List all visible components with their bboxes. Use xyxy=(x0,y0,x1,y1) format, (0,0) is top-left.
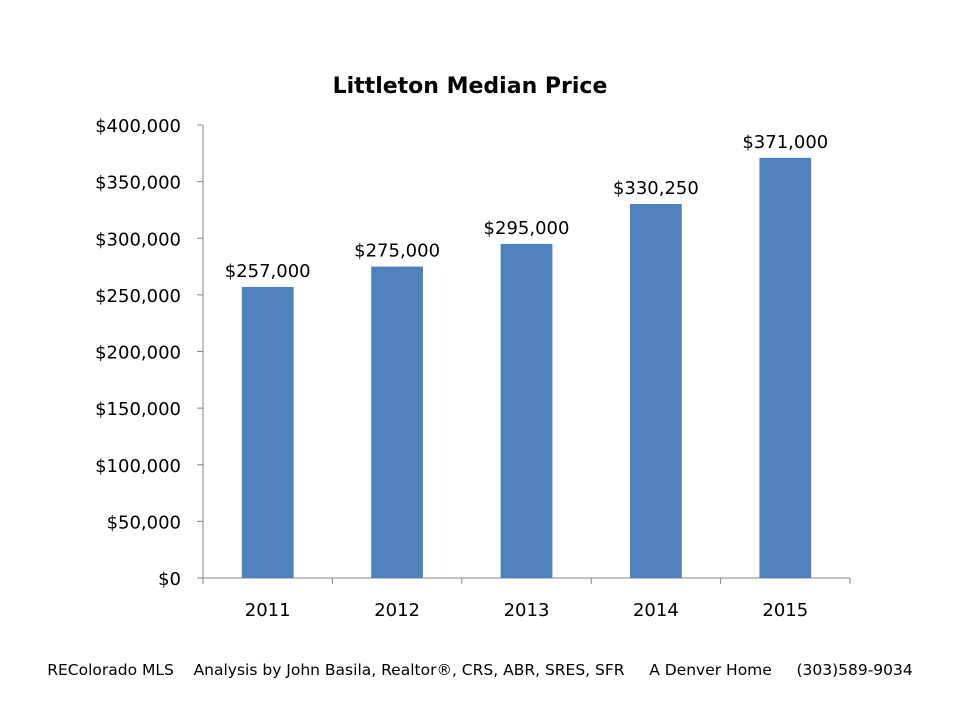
y-tick-label: $350,000 xyxy=(95,173,181,194)
bar-chart: Littleton Median Price $0 $50,000 $100,000… xyxy=(95,74,851,621)
data-label: $257,000 xyxy=(225,261,311,282)
bars xyxy=(241,157,812,578)
bar-2012 xyxy=(371,266,423,578)
x-tick-label: 2014 xyxy=(633,600,679,621)
data-label: $275,000 xyxy=(354,241,440,262)
bar-2013 xyxy=(500,243,553,578)
x-tick-label: 2013 xyxy=(504,600,550,621)
y-tick-label: $150,000 xyxy=(95,399,181,420)
y-tick-label: $100,000 xyxy=(95,456,181,477)
bar-2015 xyxy=(759,157,812,578)
y-axis: $0 $50,000 $100,000 $150,000 $200,000 $250,00… xyxy=(95,116,204,590)
chart-title: Littleton Median Price xyxy=(333,74,608,99)
x-tick-label: 2015 xyxy=(762,600,808,621)
y-tick-label: $50,000 xyxy=(107,512,181,533)
y-tick-label: $0 xyxy=(158,569,181,590)
x-axis: 2011 2012 2013 2014 2015 xyxy=(202,577,851,621)
x-tick-label: 2012 xyxy=(374,600,420,621)
data-label: $295,000 xyxy=(484,218,570,239)
y-tick-label: $200,000 xyxy=(95,343,181,364)
y-tick-label: $400,000 xyxy=(95,116,181,137)
data-label: $371,000 xyxy=(742,132,828,153)
data-labels: $257,000 $275,000 $295,000 $330,250 $371,000 xyxy=(225,132,828,282)
y-tick-label: $300,000 xyxy=(95,229,181,250)
y-tick-label: $250,000 xyxy=(95,286,181,307)
x-tick-label: 2011 xyxy=(245,600,291,621)
bar-2011 xyxy=(241,286,294,578)
data-label: $330,250 xyxy=(613,178,699,199)
bar-2014 xyxy=(630,203,682,578)
footer-credit: REColorado MLS Analysis by John Basila, … xyxy=(47,661,913,679)
